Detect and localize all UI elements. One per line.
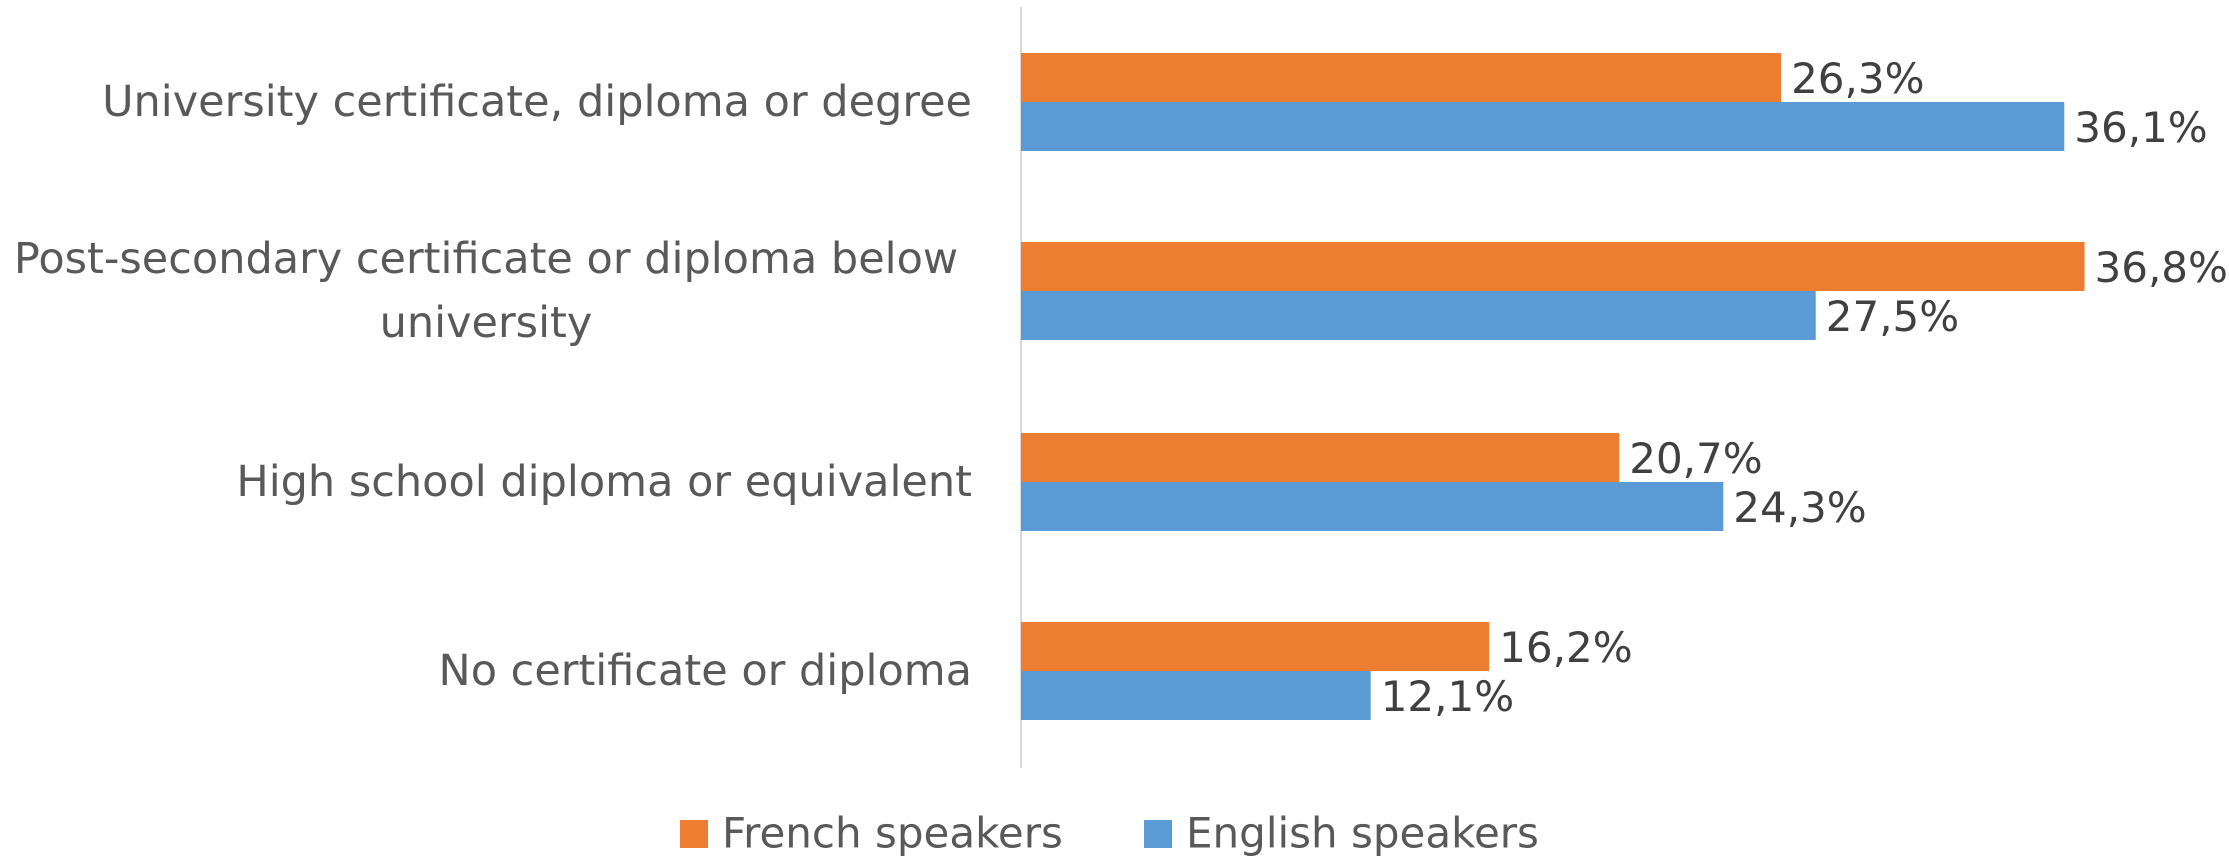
- data-label: 26,3%: [1791, 54, 1924, 103]
- data-label: 20,7%: [1629, 434, 1762, 483]
- bar: [1021, 291, 1816, 340]
- bar: [1021, 433, 1620, 482]
- legend-label: French speakers: [722, 809, 1063, 858]
- bar: [1021, 53, 1782, 102]
- legend-swatch: [680, 820, 708, 848]
- category-label: High school diploma or equivalent: [236, 457, 972, 507]
- legend-swatch: [1144, 820, 1172, 848]
- category-label: Post-secondary certificate or diploma be…: [13, 234, 959, 348]
- bar: [1021, 671, 1371, 720]
- legend-label: English speakers: [1186, 809, 1539, 858]
- data-label: 24,3%: [1733, 483, 1866, 532]
- data-label: 36,1%: [2074, 103, 2207, 152]
- bar: [1021, 622, 1490, 671]
- bar: [1021, 242, 2085, 291]
- bar: [1021, 102, 2065, 151]
- bar: [1021, 482, 1724, 531]
- category-label: University certificate, diploma or degre…: [102, 77, 972, 127]
- data-label: 36,8%: [2095, 243, 2228, 292]
- data-label: 16,2%: [1499, 623, 1632, 672]
- category-label: No certificate or diploma: [438, 646, 972, 696]
- data-label: 12,1%: [1381, 672, 1514, 721]
- data-label: 27,5%: [1826, 292, 1959, 341]
